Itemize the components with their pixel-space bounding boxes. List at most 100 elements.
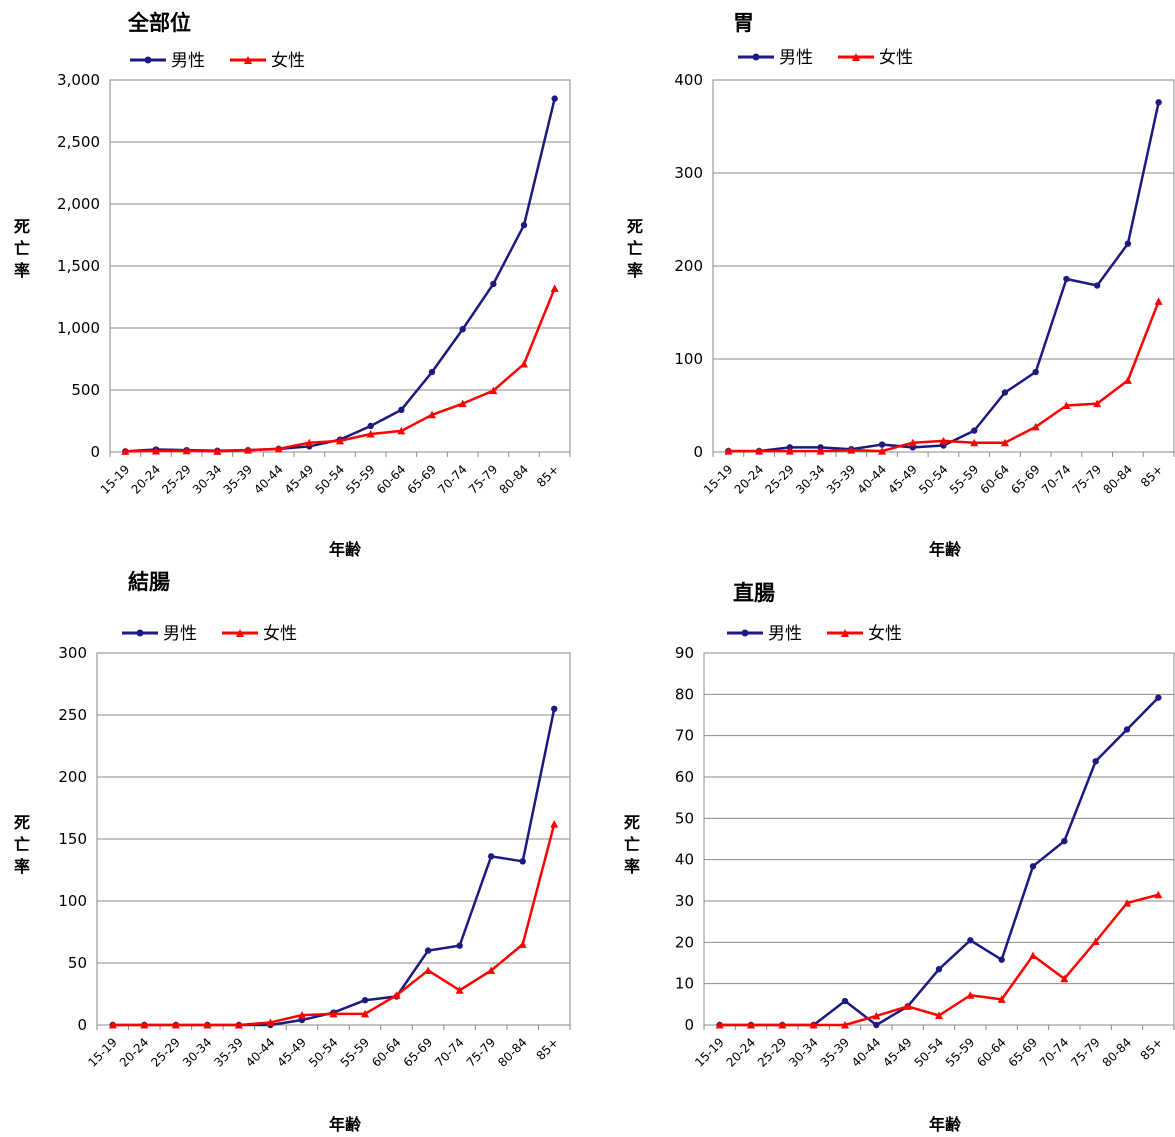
data-point xyxy=(878,441,886,448)
x-tick-label: 75-79 xyxy=(1068,1035,1103,1070)
data-point xyxy=(551,95,558,102)
y-tick-label: 0 xyxy=(693,443,703,461)
data-point xyxy=(872,1011,881,1020)
x-tick-label: 25-29 xyxy=(755,1035,790,1070)
x-tick-label: 40-44 xyxy=(849,1035,884,1070)
x-tick-label: 30-34 xyxy=(793,462,828,497)
y-tick-label: 80 xyxy=(675,685,694,703)
x-tick-label: 40-44 xyxy=(251,462,286,497)
x-tick-label: 60-64 xyxy=(369,1035,404,1070)
legend-label: 女性 xyxy=(263,624,297,644)
x-tick-label: 50-54 xyxy=(916,462,951,497)
x-tick-label: 30-34 xyxy=(180,1035,215,1070)
y-tick-label: 300 xyxy=(58,644,87,662)
x-tick-label: 65-69 xyxy=(1008,462,1043,497)
x-tick-label: 20-24 xyxy=(129,462,164,497)
y-axis-label: 亡 xyxy=(14,239,30,258)
x-tick-label: 15-19 xyxy=(692,1035,727,1070)
y-tick-label: 60 xyxy=(675,768,694,786)
x-tick-label: 70-74 xyxy=(1039,462,1074,497)
data-point xyxy=(1154,890,1163,899)
x-tick-label: 15-19 xyxy=(85,1035,120,1070)
x-tick-label: 60-64 xyxy=(974,1035,1009,1070)
y-axis-label: 亡 xyxy=(627,239,643,258)
y-tick-label: 400 xyxy=(674,71,703,89)
legend-item: 女性 xyxy=(838,48,913,68)
data-point xyxy=(1029,951,1037,960)
x-tick-label: 55-59 xyxy=(343,462,378,497)
legend-item: 女性 xyxy=(222,624,297,644)
y-tick-label: 2,000 xyxy=(57,195,100,213)
legend-marker xyxy=(841,629,849,637)
legend-item: 女性 xyxy=(827,624,902,644)
x-tick-label: 25-29 xyxy=(148,1035,183,1070)
data-point xyxy=(392,991,401,999)
data-point xyxy=(1123,376,1132,384)
data-point xyxy=(1000,438,1009,447)
data-point xyxy=(1062,401,1071,409)
data-point xyxy=(785,447,794,455)
x-tick-label: 45-49 xyxy=(282,462,317,497)
data-point xyxy=(551,705,558,712)
data-point xyxy=(203,1021,212,1029)
y-axis-label: 率 xyxy=(14,261,30,280)
plot-area xyxy=(712,79,1175,453)
legend-marker xyxy=(144,56,152,64)
chart-panel-2: 0 50 100 150 200 250 300 15-1920-2425-2930-3435… xyxy=(14,570,571,1134)
x-tick-label: 15-19 xyxy=(98,462,133,497)
data-point xyxy=(397,426,406,435)
data-point xyxy=(305,438,314,447)
data-point xyxy=(550,284,559,292)
data-point xyxy=(266,1018,275,1027)
data-point xyxy=(755,447,764,455)
chart-title: 直腸 xyxy=(733,581,775,605)
x-tick-label: 55-59 xyxy=(943,1035,978,1070)
data-point xyxy=(1031,422,1040,431)
data-point xyxy=(459,326,466,333)
x-tick-label: 50-54 xyxy=(912,1035,947,1070)
x-tick-label: 20-24 xyxy=(117,1035,152,1070)
x-tick-label: 35-39 xyxy=(824,462,859,497)
x-tick-label: 75-79 xyxy=(1070,462,1105,497)
data-point xyxy=(778,1021,787,1029)
x-tick-label: 65-69 xyxy=(405,462,440,497)
y-tick-label: 40 xyxy=(675,851,694,869)
legend-item: 男性 xyxy=(738,48,813,68)
series-line xyxy=(719,893,1159,1027)
data-point xyxy=(873,1021,880,1029)
y-tick-label: 50 xyxy=(675,809,694,827)
series-line xyxy=(728,300,1160,453)
data-point xyxy=(550,820,559,828)
y-tick-label: 100 xyxy=(674,350,703,368)
data-point xyxy=(971,427,978,434)
data-point xyxy=(336,436,344,445)
chart-panel-3: 0 10 20 30 40 50 60 70 80 90 15-1920-2425-2930-343… xyxy=(624,581,1175,1134)
data-point xyxy=(455,986,464,994)
data-point xyxy=(1124,240,1132,247)
y-tick-label: 1,000 xyxy=(57,319,100,337)
data-point xyxy=(140,1021,149,1029)
data-point xyxy=(487,853,495,860)
x-tick-label: 70-74 xyxy=(435,462,470,497)
legend-label: 男性 xyxy=(171,51,205,71)
data-point xyxy=(1091,937,1100,946)
x-tick-label: 30-34 xyxy=(786,1035,821,1070)
legend-label: 女性 xyxy=(879,48,913,68)
data-point xyxy=(108,1021,117,1029)
x-tick-label: 65-69 xyxy=(401,1035,436,1070)
data-point xyxy=(182,446,191,455)
y-tick-label: 3,000 xyxy=(57,71,100,89)
data-point xyxy=(519,858,526,865)
x-tick-label: 70-74 xyxy=(432,1035,467,1070)
legend-label: 男性 xyxy=(768,624,802,644)
x-tick-label: 60-64 xyxy=(374,462,409,497)
legend-label: 女性 xyxy=(868,624,902,644)
y-axis-label: 率 xyxy=(627,261,643,280)
data-point xyxy=(966,991,975,999)
data-point xyxy=(715,1021,724,1029)
series-line xyxy=(719,696,1160,1027)
data-point xyxy=(274,444,283,453)
data-point xyxy=(1092,758,1099,765)
data-point xyxy=(367,422,374,430)
